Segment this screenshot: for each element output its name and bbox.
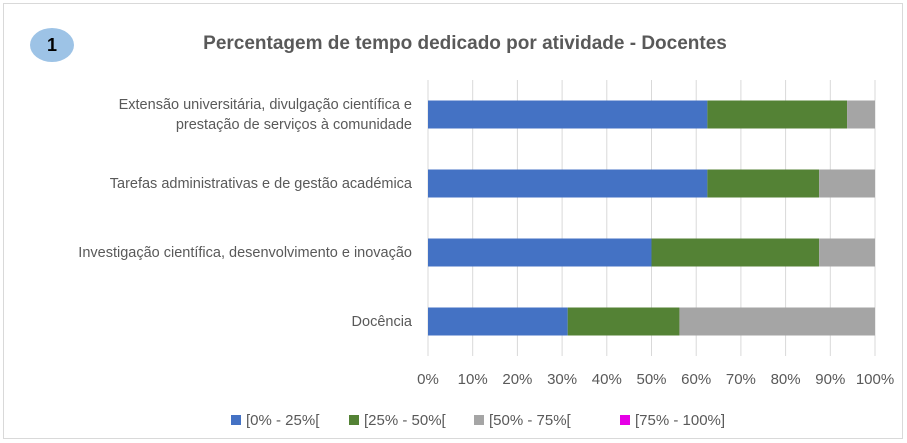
badge-number: 1: [47, 35, 57, 55]
legend-label: [75% - 100%]: [635, 412, 725, 429]
bar-segment: [679, 307, 875, 336]
legend-swatch: [349, 415, 359, 425]
x-tick-label: 20%: [502, 371, 532, 388]
legend-swatch: [620, 415, 630, 425]
x-tick-label: 60%: [681, 371, 711, 388]
x-tick-label: 80%: [771, 371, 801, 388]
x-tick-label: 30%: [547, 371, 577, 388]
bar-segment: [819, 238, 875, 267]
x-tick-label: 40%: [592, 371, 622, 388]
bar-segment: [707, 169, 820, 198]
legend-label: [50% - 75%[: [489, 412, 572, 429]
legend-label: [0% - 25%[: [246, 412, 320, 429]
bar-segment: [428, 169, 708, 198]
legend-swatch: [231, 415, 241, 425]
x-tick-label: 10%: [458, 371, 488, 388]
x-tick-label: 100%: [856, 371, 894, 388]
bar-segment: [428, 307, 568, 336]
x-tick-label: 70%: [726, 371, 756, 388]
badge-circle: [30, 28, 74, 62]
bar-segment: [847, 100, 875, 129]
legend-swatch: [474, 415, 484, 425]
y-tick-label: Extensão universitária, divulgação cient…: [118, 96, 412, 133]
y-tick-label: Docência: [351, 313, 412, 330]
chart-title: Percentagem de tempo dedicado por ativid…: [203, 33, 727, 54]
x-tick-label: 0%: [417, 371, 439, 388]
bar-segment: [567, 307, 680, 336]
bar-segment: [819, 169, 875, 198]
y-tick-label: Investigação científica, desenvolvimento…: [78, 244, 412, 261]
x-tick-label: 90%: [815, 371, 845, 388]
bar-segment: [651, 238, 820, 267]
bar-segment: [707, 100, 848, 129]
chart-border: [3, 3, 903, 439]
legend-label: [25% - 50%[: [364, 412, 447, 429]
x-tick-label: 50%: [636, 371, 666, 388]
y-tick-label: Tarefas administrativas e de gestão acad…: [109, 175, 412, 192]
bar-segment: [428, 100, 708, 129]
bar-segment: [428, 238, 652, 267]
